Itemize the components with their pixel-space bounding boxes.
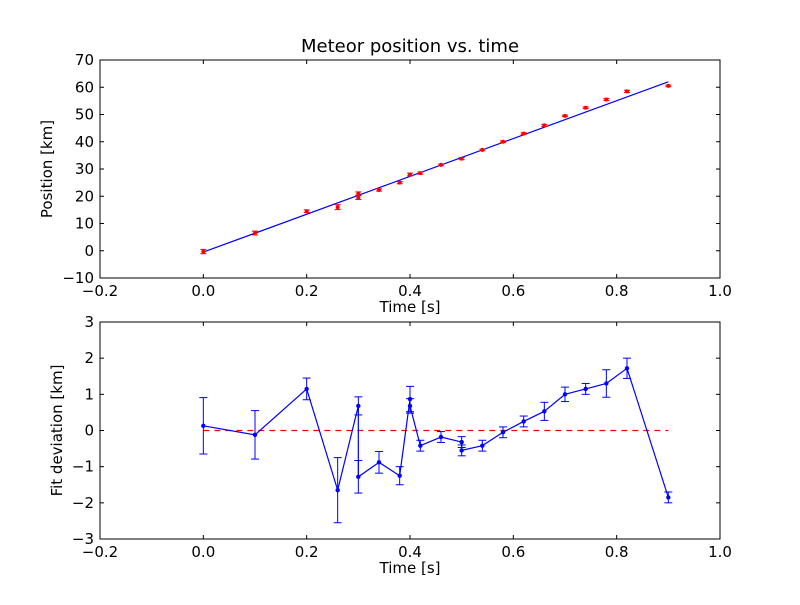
deviation-point bbox=[500, 430, 506, 435]
position-point bbox=[583, 105, 588, 110]
deviation-point bbox=[335, 487, 340, 493]
y-axis-label: Fit deviation [km] bbox=[48, 365, 66, 497]
y-tick-label: −1 bbox=[72, 458, 94, 476]
position-point bbox=[335, 205, 340, 210]
y-tick-label: 2 bbox=[84, 349, 94, 367]
position-point bbox=[356, 191, 361, 196]
x-tick-label: 0.0 bbox=[191, 543, 215, 561]
deviation-point bbox=[521, 419, 526, 424]
y-tick-label: 0 bbox=[84, 422, 94, 440]
deviation-point bbox=[438, 434, 444, 440]
chart-title: Meteor position vs. time bbox=[301, 36, 519, 57]
position-plot: −0.2 0.0 0.2 0.4 0.6 0.8 1.0 −10 0 10 20 30 40 50 60 70… bbox=[38, 51, 732, 316]
x-tick-label: 0.6 bbox=[501, 282, 525, 300]
y-tick-label: −2 bbox=[72, 494, 94, 512]
y-tick-label: −10 bbox=[62, 269, 94, 287]
deviation-point bbox=[356, 403, 361, 409]
position-point bbox=[304, 209, 309, 214]
position-point bbox=[480, 147, 485, 152]
position-point bbox=[356, 195, 361, 200]
position-point bbox=[408, 172, 412, 177]
position-point bbox=[253, 231, 257, 236]
position-point bbox=[418, 171, 423, 176]
position-point bbox=[666, 83, 671, 88]
y-tick-label: 3 bbox=[84, 313, 94, 331]
deviation-point bbox=[407, 403, 413, 409]
y-tick-label: 0 bbox=[84, 242, 94, 260]
x-tick-label: 1.0 bbox=[708, 543, 732, 561]
deviation-point bbox=[624, 366, 630, 371]
position-point bbox=[542, 123, 547, 128]
y-tick-label: 40 bbox=[75, 133, 94, 151]
x-tick-label: 0.0 bbox=[191, 282, 215, 300]
y-tick-label: 50 bbox=[75, 106, 94, 124]
position-point bbox=[201, 249, 206, 254]
x-tick-label: 0.2 bbox=[295, 543, 319, 561]
deviation-point bbox=[562, 392, 568, 397]
deviation-point bbox=[604, 381, 609, 386]
x-tick-label: 1.0 bbox=[708, 282, 732, 300]
position-point bbox=[459, 156, 464, 161]
x-tick-label: 0.6 bbox=[501, 543, 525, 561]
deviation-line bbox=[203, 367, 669, 498]
x-tick-label: 0.8 bbox=[605, 282, 629, 300]
position-point bbox=[625, 89, 629, 94]
y-tick-label: 60 bbox=[75, 78, 94, 96]
x-axis-label: Time [s] bbox=[379, 298, 441, 316]
position-point bbox=[439, 162, 443, 167]
position-point bbox=[563, 113, 567, 118]
y-tick-label: 20 bbox=[75, 187, 94, 205]
deviation-point bbox=[252, 432, 258, 438]
x-tick-label: 0.2 bbox=[295, 282, 319, 300]
y-tick-label: 70 bbox=[75, 51, 94, 69]
deviation-point bbox=[397, 473, 402, 478]
position-point bbox=[604, 97, 609, 102]
deviation-point bbox=[459, 439, 464, 445]
deviation-plot: −0.2 0.0 0.2 0.4 0.6 0.8 1.0 −3 −2 −1 0 1 2 3 Time [s]… bbox=[48, 313, 732, 577]
deviation-point bbox=[418, 443, 423, 448]
x-tick-label: 0.4 bbox=[398, 282, 422, 300]
position-point bbox=[377, 187, 381, 192]
x-tick-label: 0.8 bbox=[605, 543, 629, 561]
fit-line bbox=[203, 81, 669, 253]
x-tick-label: −0.2 bbox=[82, 543, 118, 561]
deviation-point bbox=[542, 409, 547, 414]
x-tick-label: −0.2 bbox=[82, 282, 118, 300]
y-axis-label: Position [km] bbox=[38, 120, 56, 218]
deviation-point bbox=[356, 474, 361, 479]
deviation-point bbox=[583, 386, 588, 392]
x-tick-label: 0.4 bbox=[398, 543, 422, 561]
y-tick-label: 1 bbox=[84, 385, 94, 403]
position-point bbox=[501, 139, 505, 144]
deviation-point bbox=[459, 448, 464, 453]
position-point bbox=[397, 180, 402, 185]
deviation-point bbox=[201, 423, 206, 428]
y-tick-label: 10 bbox=[75, 215, 94, 233]
y-tick-label: −3 bbox=[72, 530, 94, 548]
x-axis-label: Time [s] bbox=[379, 559, 441, 577]
deviation-point bbox=[480, 443, 485, 448]
y-tick-label: 30 bbox=[75, 160, 94, 178]
deviation-point bbox=[666, 495, 671, 500]
deviation-point bbox=[376, 460, 382, 465]
deviation-point bbox=[304, 386, 309, 392]
position-point bbox=[521, 131, 526, 136]
